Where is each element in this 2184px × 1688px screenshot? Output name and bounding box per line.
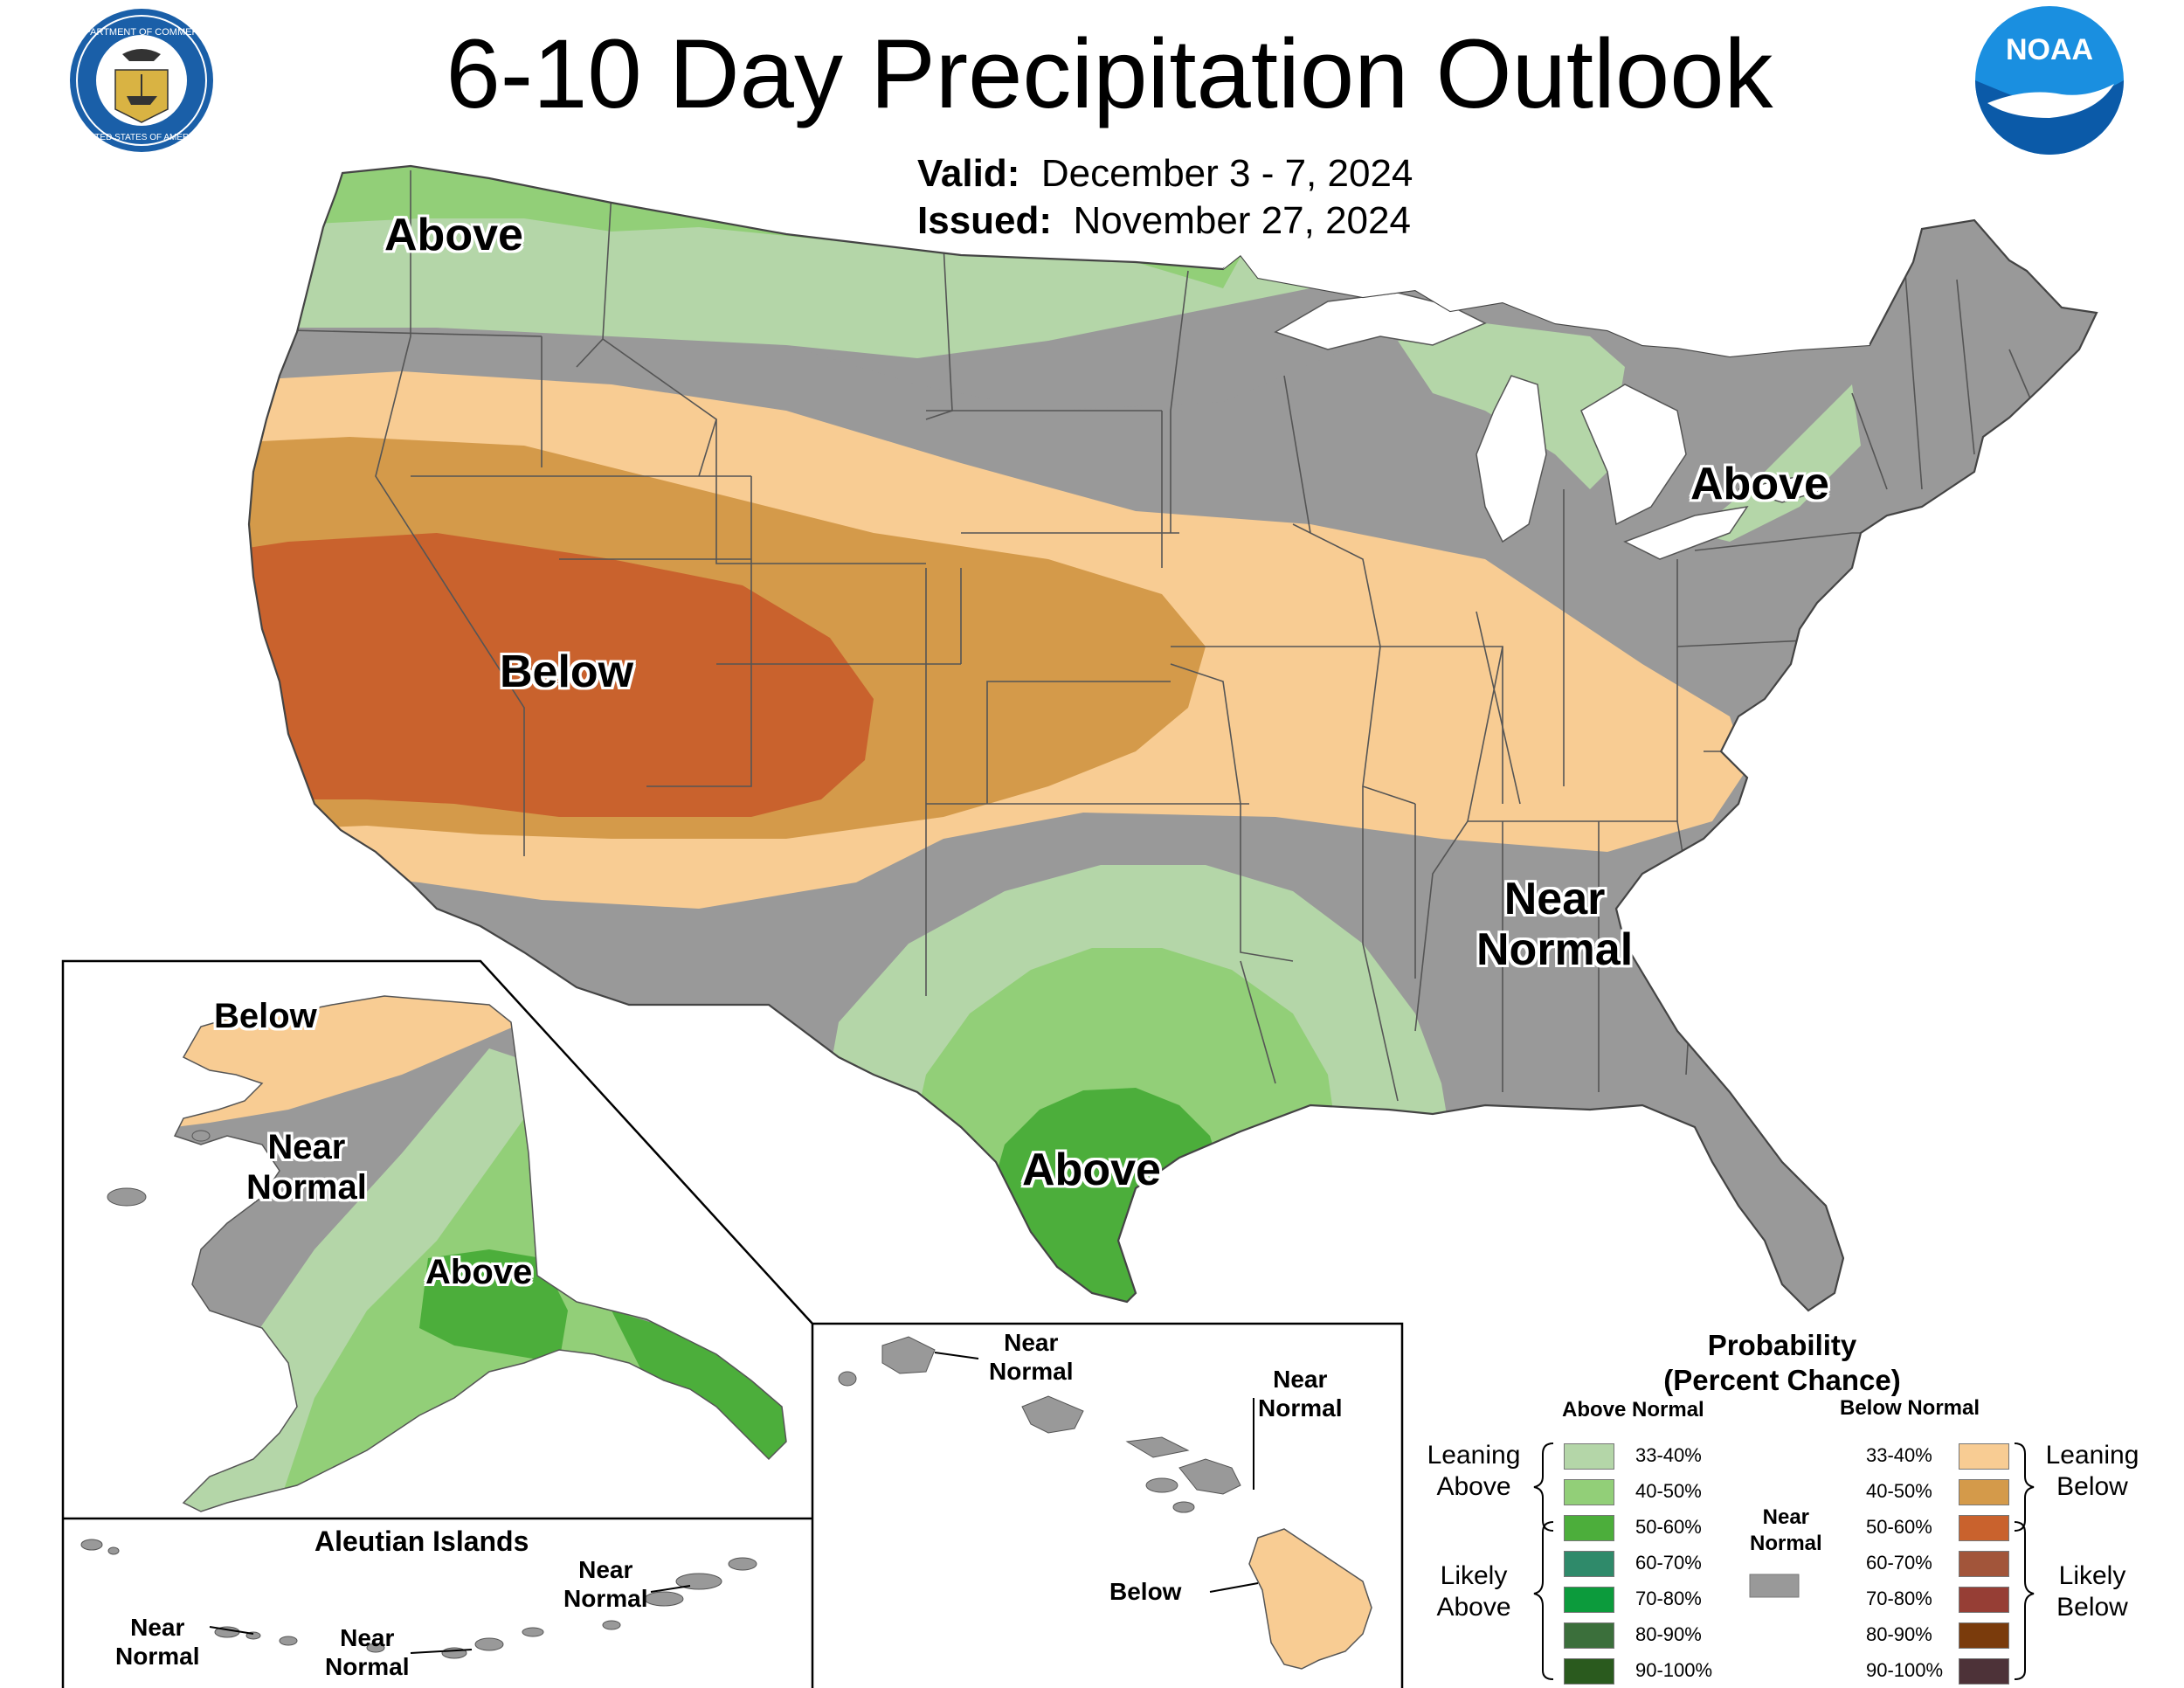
- label-hawaii-maui: Near Normal: [1258, 1366, 1343, 1422]
- legend-below-swatch-6: [1959, 1658, 2009, 1685]
- label-hawaii-big-island: Below: [1109, 1578, 1182, 1605]
- svg-text:NOAA: NOAA: [2006, 33, 2093, 66]
- hawaii-inset: [838, 1336, 1372, 1670]
- noaa-logo: NOAA: [1975, 6, 2124, 155]
- legend-above-range-1: 40-50%: [1635, 1480, 1702, 1502]
- page-title: 6-10 Day Precipitation Outlook: [446, 19, 1773, 128]
- legend-above-range-4: 70-80%: [1635, 1588, 1702, 1609]
- label-aleutians-near-normal-1: Near Normal: [115, 1614, 200, 1670]
- legend-above-swatch-1: [1564, 1479, 1614, 1505]
- label-aleutians-near-normal-2: Near Normal: [325, 1624, 410, 1680]
- label-aleutians-near-normal-3: Near Normal: [563, 1556, 648, 1612]
- legend-above-range-6: 90-100%: [1635, 1659, 1713, 1681]
- legend-below-range-6: 90-100%: [1866, 1659, 1944, 1681]
- legend-above-range-3: 60-70%: [1635, 1552, 1702, 1574]
- legend-above-swatch-4: [1564, 1587, 1614, 1613]
- alaska-inset: [61, 959, 1404, 1688]
- legend-below-range-2: 50-60%: [1866, 1516, 1932, 1538]
- legend-above-range-5: 80-90%: [1635, 1623, 1702, 1645]
- legend-leaning-below: Leaning Below: [2045, 1441, 2139, 1501]
- lake-michigan: [1476, 375, 1547, 543]
- legend-below-swatch-2: [1959, 1515, 2009, 1541]
- legend-above-header: Above Normal: [1562, 1398, 1704, 1422]
- aleutians-title: Aleutian Islands: [314, 1525, 529, 1557]
- legend-above-swatch-6: [1564, 1658, 1614, 1685]
- valid-label: Valid:: [917, 152, 1020, 195]
- legend-above-swatch-5: [1564, 1622, 1614, 1649]
- legend-above-swatch-0: [1564, 1443, 1614, 1470]
- issued-label: Issued:: [917, 199, 1053, 242]
- valid-value: December 3 - 7, 2024: [1040, 152, 1413, 195]
- legend-title: Probability (Percent Chance): [1663, 1329, 1901, 1396]
- lake-ontario: [1738, 475, 1828, 503]
- legend-below-header: Below Normal: [1840, 1396, 1980, 1420]
- legend-above-range-2: 50-60%: [1635, 1516, 1702, 1538]
- legend-above-swatch-3: [1564, 1551, 1614, 1577]
- label-alaska-above: Above: [425, 1253, 533, 1291]
- legend-likely-above: Likely Above: [1436, 1561, 1511, 1622]
- label-above-northwest: Above: [384, 210, 523, 260]
- legend-below-swatch-3: [1959, 1551, 2009, 1577]
- department-of-commerce-seal: DEPARTMENT OF COMMERCE UNITED STATES OF …: [70, 9, 213, 152]
- legend-above-swatch-2: [1564, 1515, 1614, 1541]
- issued-value: November 27, 2024: [1073, 199, 1411, 242]
- lake-huron: [1580, 384, 1687, 526]
- legend-near-normal: Near Normal: [1750, 1505, 1822, 1555]
- lake-superior: [1274, 292, 1487, 350]
- legend-above-range-0: 33-40%: [1635, 1444, 1702, 1466]
- svg-text:UNITED STATES OF AMERICA: UNITED STATES OF AMERICA: [79, 133, 204, 142]
- legend-below-swatch-1: [1959, 1479, 2009, 1505]
- label-alaska-near-normal: Near Normal: [246, 1128, 367, 1207]
- legend-below-range-5: 80-90%: [1866, 1623, 1932, 1645]
- label-alaska-below: Below: [214, 997, 317, 1035]
- legend-likely-below: Likely Below: [2056, 1561, 2128, 1622]
- legend-below-range-0: 33-40%: [1866, 1444, 1932, 1466]
- conus-map: [249, 166, 2097, 1311]
- label-near-normal-southeast: Near Normal: [1476, 874, 1634, 975]
- legend-below-swatch-5: [1959, 1622, 2009, 1649]
- legend-below-range-1: 40-50%: [1866, 1480, 1932, 1502]
- legend-below-range-4: 70-80%: [1866, 1588, 1932, 1609]
- lake-erie: [1623, 505, 1749, 560]
- svg-text:DEPARTMENT OF COMMERCE: DEPARTMENT OF COMMERCE: [71, 27, 211, 38]
- label-below-west: Below: [500, 647, 634, 697]
- legend-below-range-3: 60-70%: [1866, 1552, 1932, 1574]
- legend-braces: [1533, 1442, 2035, 1680]
- legend-below-swatch-0: [1959, 1443, 2009, 1470]
- label-above-northeast: Above: [1690, 459, 1829, 509]
- label-above-texas: Above: [1022, 1145, 1161, 1195]
- legend-below-swatch-4: [1959, 1587, 2009, 1613]
- valid-dates: Valid: December 3 - 7, 2024 Issued: Nove…: [917, 150, 1413, 245]
- label-hawaii-kauai: Near Normal: [989, 1329, 1074, 1385]
- legend-leaning-above: Leaning Above: [1427, 1441, 1521, 1501]
